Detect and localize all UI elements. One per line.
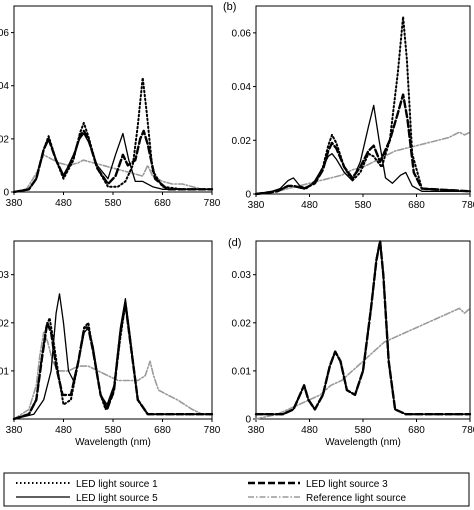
y-tick-label: 0.04 (0, 81, 9, 92)
y-tick-label: 0.02 (0, 134, 9, 145)
x-tick-label: 380 (248, 425, 265, 436)
series-line-led-light-source-5 (13, 293, 213, 420)
legend-item-reference: Reference light source (248, 493, 406, 504)
x-tick-label: 780 (462, 200, 474, 211)
legend-label-reference: Reference light source (306, 493, 406, 504)
y-tick-label: 0.03 (232, 270, 252, 281)
legend-label-led-1: LED light source 1 (76, 479, 158, 490)
x-tick-label: 580 (105, 198, 122, 209)
series-line-led-light-source-3 (12, 302, 214, 421)
x-tick-label: 580 (105, 425, 122, 436)
x-tick-label: 780 (462, 425, 474, 436)
y-tick-label: 0 (3, 188, 9, 199)
x-tick-label: 680 (154, 425, 171, 436)
series-line-led-light-source-5 (255, 240, 471, 415)
y-tick-label: 0 (245, 190, 251, 201)
x-tick-label: 780 (204, 425, 221, 436)
x-axis-label: Wavelength (nm) (75, 437, 151, 448)
x-tick-label: 480 (301, 425, 318, 436)
y-tick-label: 0.04 (232, 82, 252, 93)
chart-panel-3: 380 480 580 680 780 01 02 03 Wavelength (nm) (0, 240, 221, 448)
series-line-reference-light-source (13, 331, 213, 420)
x-tick-label: 480 (55, 198, 72, 209)
series-line-led-light-source-3 (254, 93, 472, 196)
series-line-led-light-source-1 (255, 240, 471, 416)
chart-panel-2: 380 480 580 680 780 0 0.02 0.04 0.06 (b) (223, 1, 474, 211)
legend-label-led-5: LED light source 5 (76, 493, 158, 504)
plot-frame (255, 240, 471, 420)
series-line-led-light-source-1 (13, 302, 213, 420)
x-tick-label: 380 (6, 198, 23, 209)
y-tick-label: 0.02 (232, 136, 252, 147)
legend-label-led-3: LED light source 3 (306, 479, 388, 490)
x-tick-label: 680 (408, 200, 425, 211)
series-line-led-light-source-1 (255, 15, 471, 195)
x-tick-label: 380 (6, 425, 23, 436)
x-tick-label: 380 (248, 200, 265, 211)
y-tick-label: 02 (0, 318, 9, 329)
legend-item-led-3: LED light source 3 (248, 479, 388, 490)
series-line-led-light-source-5 (13, 132, 213, 193)
legend: LED light source 1 LED light source 3 LE… (3, 472, 470, 507)
x-tick-label: 480 (301, 200, 318, 211)
y-tick-label: 0.01 (232, 366, 252, 377)
y-tick-label: 01 (0, 366, 9, 377)
panel-label: (d) (228, 237, 241, 249)
y-tick-label: 03 (0, 270, 9, 281)
chart-panel-1: 380 480 580 680 780 0 0.02 0.04 0.06 (0, 5, 221, 209)
series-line-led-light-source-3 (254, 239, 472, 416)
x-tick-label: 580 (355, 200, 372, 211)
x-tick-label: 680 (154, 198, 171, 209)
series-line-reference-light-source (255, 131, 471, 195)
y-tick-label: 0.02 (232, 318, 252, 329)
x-tick-label: 780 (204, 198, 221, 209)
series-line-reference-light-source (255, 307, 471, 420)
legend-item-led-5: LED light source 5 (16, 493, 158, 504)
chart-panels: 380 480 580 680 780 0 0.02 0.04 0.06 380 480 580 680… (0, 1, 474, 448)
chart-panel-4: 380 480 580 680 780 0 0.01 0.02 0.03 Wavelength (… (228, 237, 474, 448)
series-line-reference-light-source (13, 154, 213, 193)
x-axis-label: Wavelength (nm) (325, 437, 401, 448)
x-tick-label: 680 (408, 425, 425, 436)
series-line-led-light-source-1 (13, 76, 213, 193)
y-tick-label: 0.06 (0, 28, 9, 39)
legend-frame (3, 472, 470, 507)
y-tick-label: 0 (245, 415, 251, 426)
panel-label: (b) (223, 1, 236, 13)
x-tick-label: 580 (355, 425, 372, 436)
series-line-led-light-source-5 (255, 104, 471, 195)
x-tick-label: 480 (55, 425, 72, 436)
legend-item-led-1: LED light source 1 (16, 479, 158, 490)
y-tick-label: 0.06 (232, 28, 252, 39)
